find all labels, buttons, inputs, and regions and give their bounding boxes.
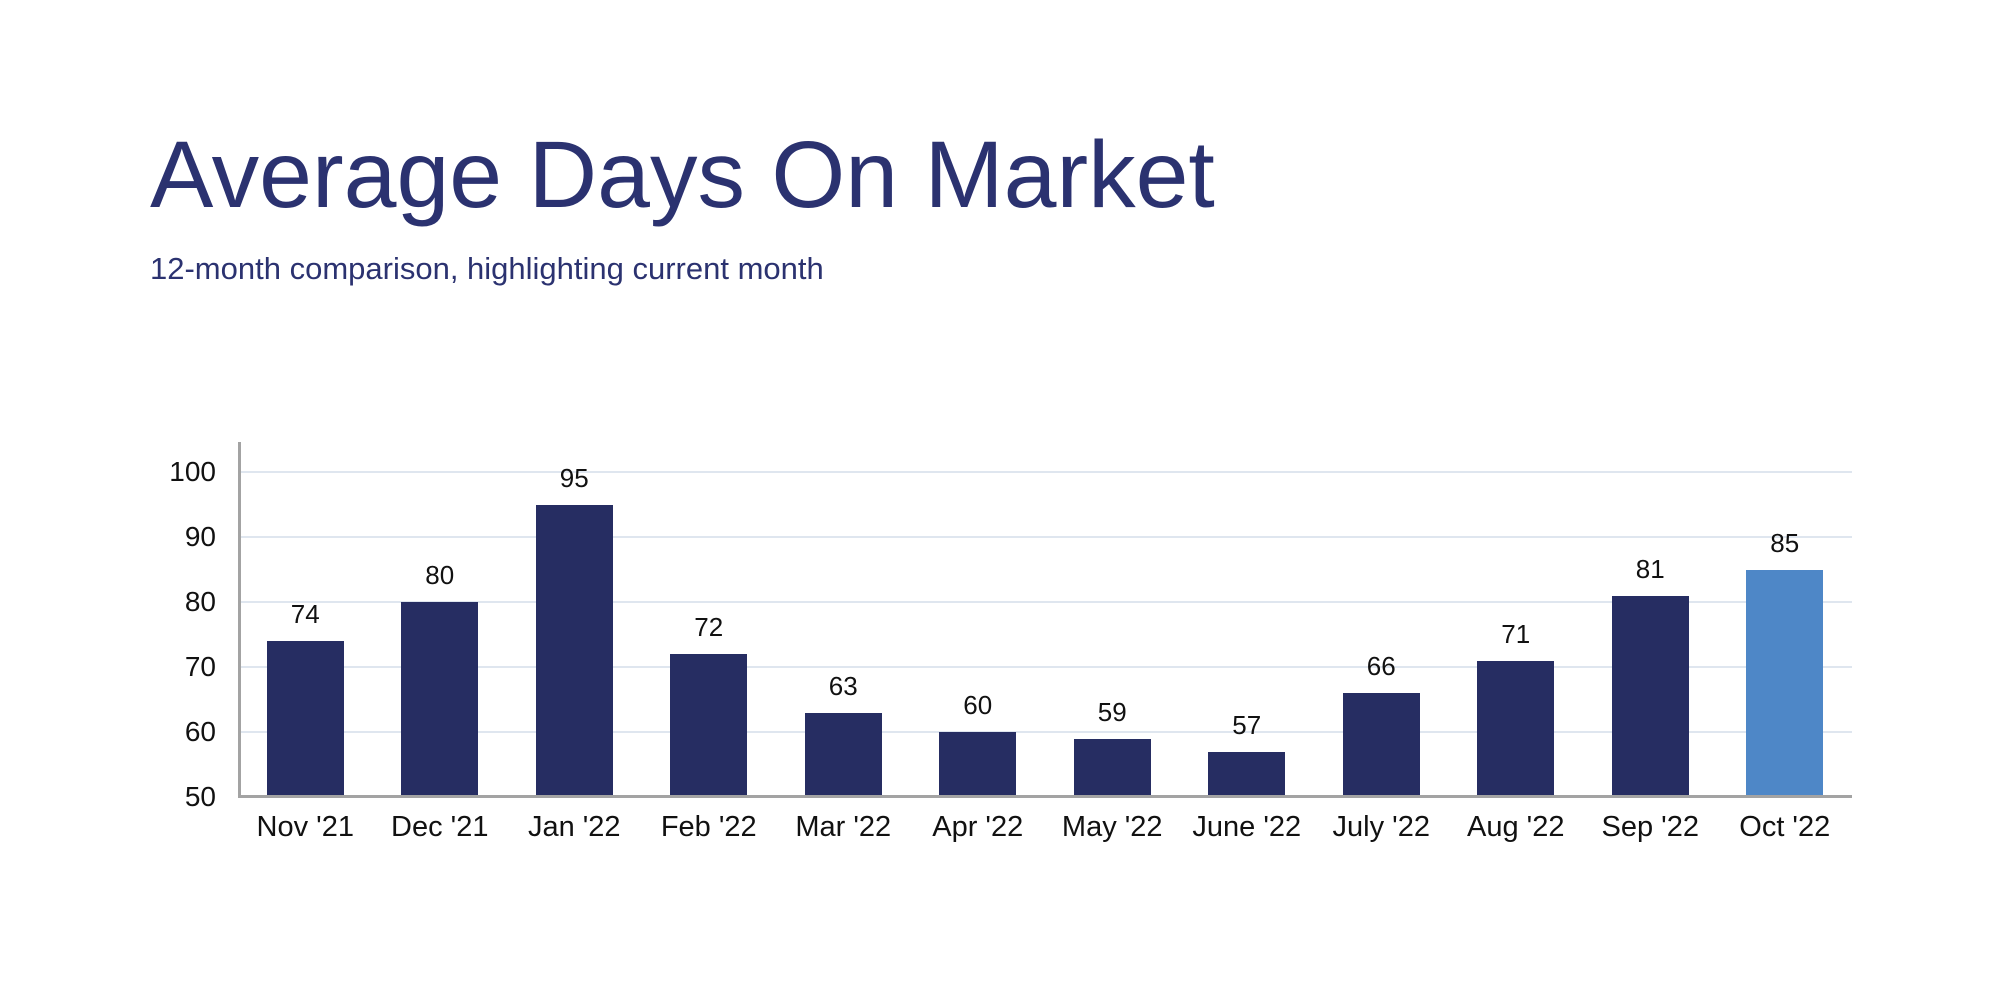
gridline [238, 601, 1852, 603]
gridline [238, 471, 1852, 473]
chart-header: Average Days On Market 12-month comparis… [150, 128, 1215, 287]
bar-value-label: 95 [559, 462, 589, 493]
y-axis-tick-label: 80 [184, 586, 216, 617]
bar [1208, 751, 1286, 797]
gridline [238, 536, 1852, 538]
bar [1073, 738, 1151, 797]
x-axis-category-label: Nov '21 [256, 811, 354, 843]
x-axis-category-label: Dec '21 [391, 811, 489, 843]
bar-value-label: 85 [1770, 527, 1800, 558]
bar-value-label: 57 [1232, 709, 1262, 740]
x-axis-category-label: June '22 [1192, 811, 1302, 843]
page-subtitle: 12-month comparison, highlighting curren… [150, 251, 824, 286]
bar [535, 504, 613, 797]
bar-value-label: 60 [963, 690, 993, 720]
bar-value-label: 66 [1366, 651, 1396, 681]
bar [401, 602, 479, 797]
bar-value-label: 71 [1501, 618, 1531, 649]
x-axis-category-label: Aug '22 [1467, 811, 1565, 843]
bar-highlighted-current-month [1746, 569, 1824, 797]
gridline [238, 731, 1852, 733]
x-axis-category-label: Sep '22 [1601, 811, 1699, 843]
bar [1342, 693, 1420, 797]
bar-chart-plot-area: 50 60 70 80 90 100 74 Nov '21 80 Dec '21 95 Jan '22… [169, 442, 1852, 843]
bar-value-label: 59 [1097, 696, 1127, 727]
bar [939, 732, 1017, 797]
page-title: Average Days On Market [150, 122, 1215, 228]
x-axis-line [238, 795, 1852, 798]
bar-value-label: 80 [425, 560, 455, 590]
x-axis-category-label: Apr '22 [932, 811, 1024, 843]
y-axis-tick-label: 70 [184, 651, 216, 682]
bar-value-label: 81 [1635, 553, 1665, 584]
x-axis-category-label: May '22 [1061, 811, 1163, 843]
bar [804, 712, 882, 797]
x-axis-category-label: July '22 [1332, 811, 1430, 843]
bar-value-label: 72 [694, 612, 724, 642]
bar-value-label: 63 [828, 670, 858, 701]
bar [670, 654, 748, 797]
bar [1477, 660, 1555, 797]
bar [1611, 595, 1689, 797]
y-axis-tick-label: 50 [184, 781, 216, 812]
x-axis-category-label: Jan '22 [527, 811, 621, 843]
gridline [238, 666, 1852, 668]
y-axis-line [238, 442, 241, 797]
y-axis-tick-label: 100 [169, 456, 216, 487]
bar-value-label: 74 [290, 599, 320, 629]
x-axis-category-label: Feb '22 [660, 811, 757, 843]
x-axis-category-label: Oct '22 [1739, 811, 1831, 843]
y-axis-tick-label: 60 [184, 716, 216, 747]
bar [266, 641, 344, 797]
y-axis-tick-label: 90 [184, 521, 216, 552]
x-axis-category-label: Mar '22 [795, 811, 892, 843]
